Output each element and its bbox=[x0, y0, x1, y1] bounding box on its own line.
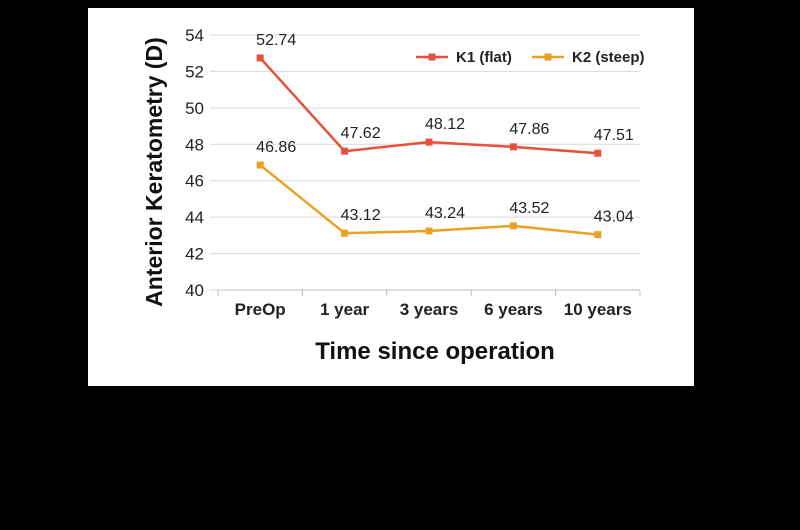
y-tick-label: 46 bbox=[185, 172, 204, 191]
data-label: 47.86 bbox=[509, 121, 549, 138]
legend-label: K1 (flat) bbox=[456, 49, 512, 66]
data-label: 43.04 bbox=[594, 209, 634, 226]
legend-swatch-marker bbox=[544, 53, 552, 61]
y-axis-title: Anterior Keratometry (D) bbox=[141, 37, 167, 307]
x-tick-label: 10 years bbox=[564, 300, 632, 319]
chart-panel: 40 42 44 46 48 50 52 54 PreOp 1 year 3 years 6 yea… bbox=[88, 8, 694, 386]
data-label: 43.12 bbox=[341, 207, 381, 224]
data-label: 47.51 bbox=[594, 127, 634, 144]
data-point bbox=[341, 229, 349, 237]
data-point bbox=[425, 138, 433, 146]
data-point bbox=[594, 231, 602, 239]
y-tick-label: 52 bbox=[185, 62, 204, 81]
x-axis-title: Time since operation bbox=[315, 338, 555, 365]
data-label: 43.24 bbox=[425, 205, 465, 222]
x-tick-label: PreOp bbox=[235, 300, 286, 319]
data-label: 46.86 bbox=[256, 139, 296, 156]
x-tick-label: 3 years bbox=[400, 300, 459, 319]
line-chart: 40 42 44 46 48 50 52 54 PreOp 1 year 3 years 6 yea… bbox=[141, 26, 645, 365]
y-tick-label: 54 bbox=[185, 26, 204, 45]
data-label: 47.62 bbox=[341, 125, 381, 142]
series-lines bbox=[256, 54, 602, 239]
data-point bbox=[341, 147, 349, 155]
gridlines bbox=[210, 34, 640, 291]
y-tick-label: 40 bbox=[185, 281, 204, 300]
x-tick-label: 6 years bbox=[484, 300, 543, 319]
legend-swatch-marker bbox=[428, 53, 436, 61]
data-point bbox=[256, 54, 264, 62]
x-tick-label: 1 year bbox=[320, 300, 370, 319]
data-point bbox=[509, 222, 517, 230]
data-labels: 52.74 47.62 48.12 47.86 47.51 46.86 43.12 43.24… bbox=[256, 32, 634, 226]
data-label: 52.74 bbox=[256, 32, 296, 49]
y-tick-label: 44 bbox=[185, 208, 204, 227]
data-point bbox=[509, 143, 517, 151]
y-tick-label: 48 bbox=[185, 135, 204, 154]
data-label: 43.52 bbox=[509, 200, 549, 217]
data-label: 48.12 bbox=[425, 116, 465, 133]
x-axis-ticks: PreOp 1 year 3 years 6 years 10 years bbox=[217, 289, 641, 319]
y-axis-ticks: 40 42 44 46 48 50 52 54 bbox=[185, 26, 204, 300]
legend: K1 (flat) K2 (steep) bbox=[416, 49, 645, 66]
data-point bbox=[425, 227, 433, 235]
y-tick-label: 42 bbox=[185, 245, 204, 264]
legend-label: K2 (steep) bbox=[572, 49, 645, 66]
data-point bbox=[256, 161, 264, 169]
y-tick-label: 50 bbox=[185, 99, 204, 118]
data-point bbox=[594, 149, 602, 157]
